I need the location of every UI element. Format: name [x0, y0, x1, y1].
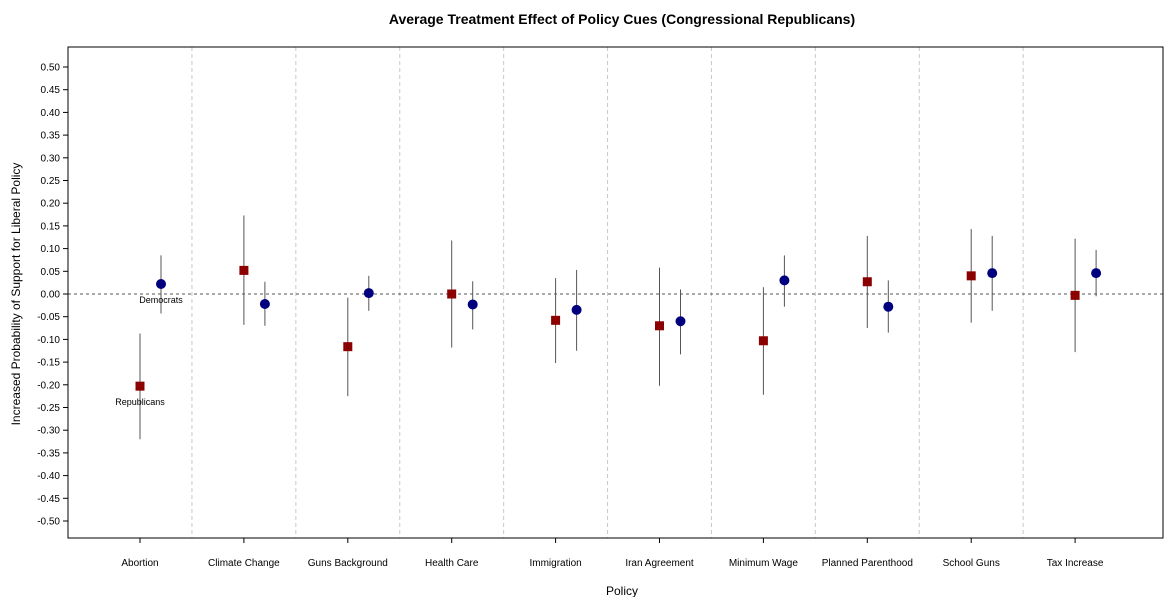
x-tick-label: Abortion — [121, 558, 158, 569]
plot-frame — [67, 46, 1164, 539]
x-tick-label: Minimum Wage — [729, 558, 799, 569]
y-tick-label: -0.35 — [37, 448, 60, 459]
data-point-democrats — [779, 275, 790, 286]
y-tick-label: -0.50 — [37, 517, 60, 528]
data-point-democrats — [571, 304, 582, 315]
data-point-republicans — [447, 289, 457, 299]
y-tick-label: -0.30 — [37, 426, 60, 437]
data-point-republicans — [966, 271, 976, 281]
series-annotation: Democrats — [139, 295, 183, 305]
y-tick-label: 0.50 — [41, 63, 61, 74]
y-tick-label: -0.10 — [37, 335, 60, 346]
x-tick-label: Tax Increase — [1047, 558, 1104, 569]
y-tick-label: 0.35 — [41, 131, 61, 142]
data-point-republicans — [758, 336, 768, 346]
data-point-republicans — [1070, 290, 1080, 300]
x-tick-label: Health Care — [425, 558, 479, 569]
y-tick-label: 0.25 — [41, 176, 61, 187]
x-tick-label: Iran Agreement — [625, 558, 694, 569]
x-tick-label: Planned Parenthood — [822, 558, 913, 569]
y-tick-label: -0.20 — [37, 380, 60, 391]
x-axis-label: Policy — [606, 584, 638, 597]
y-tick-label: -0.15 — [37, 358, 60, 369]
y-tick-label: 0.30 — [41, 153, 61, 164]
data-point-republicans — [239, 265, 249, 275]
y-tick-label: 0.45 — [41, 85, 61, 96]
y-tick-label: 0.20 — [41, 199, 61, 210]
chart-title: Average Treatment Effect of Policy Cues … — [389, 11, 855, 27]
y-tick-label: 0.10 — [41, 244, 61, 255]
y-tick-label: -0.40 — [37, 471, 60, 482]
y-tick-label: 0.00 — [41, 290, 61, 301]
y-tick-label: 0.40 — [41, 108, 61, 119]
data-point-democrats — [259, 298, 270, 309]
data-point-republicans — [655, 321, 664, 331]
series-annotation: Republicans — [115, 397, 165, 407]
plot-area: 0.50 0.45 0.40 0.35 0.30 0.25 0.20 0.15 0.10 0.05… — [37, 46, 1164, 569]
y-tick-label: -0.25 — [37, 403, 60, 414]
data-point-democrats — [363, 288, 374, 299]
data-point-republicans — [862, 277, 872, 287]
data-point-democrats — [156, 279, 166, 290]
data-point-democrats — [467, 299, 478, 310]
y-axis-label: Increased Probability of Support for Lib… — [9, 163, 23, 426]
x-tick-label: School Guns — [943, 558, 1000, 569]
data-point-republicans — [551, 315, 561, 325]
data-point-democrats — [987, 268, 998, 279]
x-tick-label: Climate Change — [208, 558, 280, 569]
x-tick-label: Immigration — [529, 558, 581, 569]
data-point-republicans — [135, 381, 145, 391]
y-tick-label: -0.05 — [37, 312, 60, 323]
data-point-democrats — [675, 316, 686, 327]
y-tick-label: 0.15 — [41, 221, 61, 232]
data-point-democrats — [883, 301, 894, 312]
y-tick-label: 0.05 — [41, 267, 61, 278]
x-tick-label: Guns Background — [308, 558, 388, 569]
data-point-republicans — [343, 342, 353, 352]
y-tick-label: -0.45 — [37, 494, 60, 505]
data-point-democrats — [1091, 268, 1102, 279]
